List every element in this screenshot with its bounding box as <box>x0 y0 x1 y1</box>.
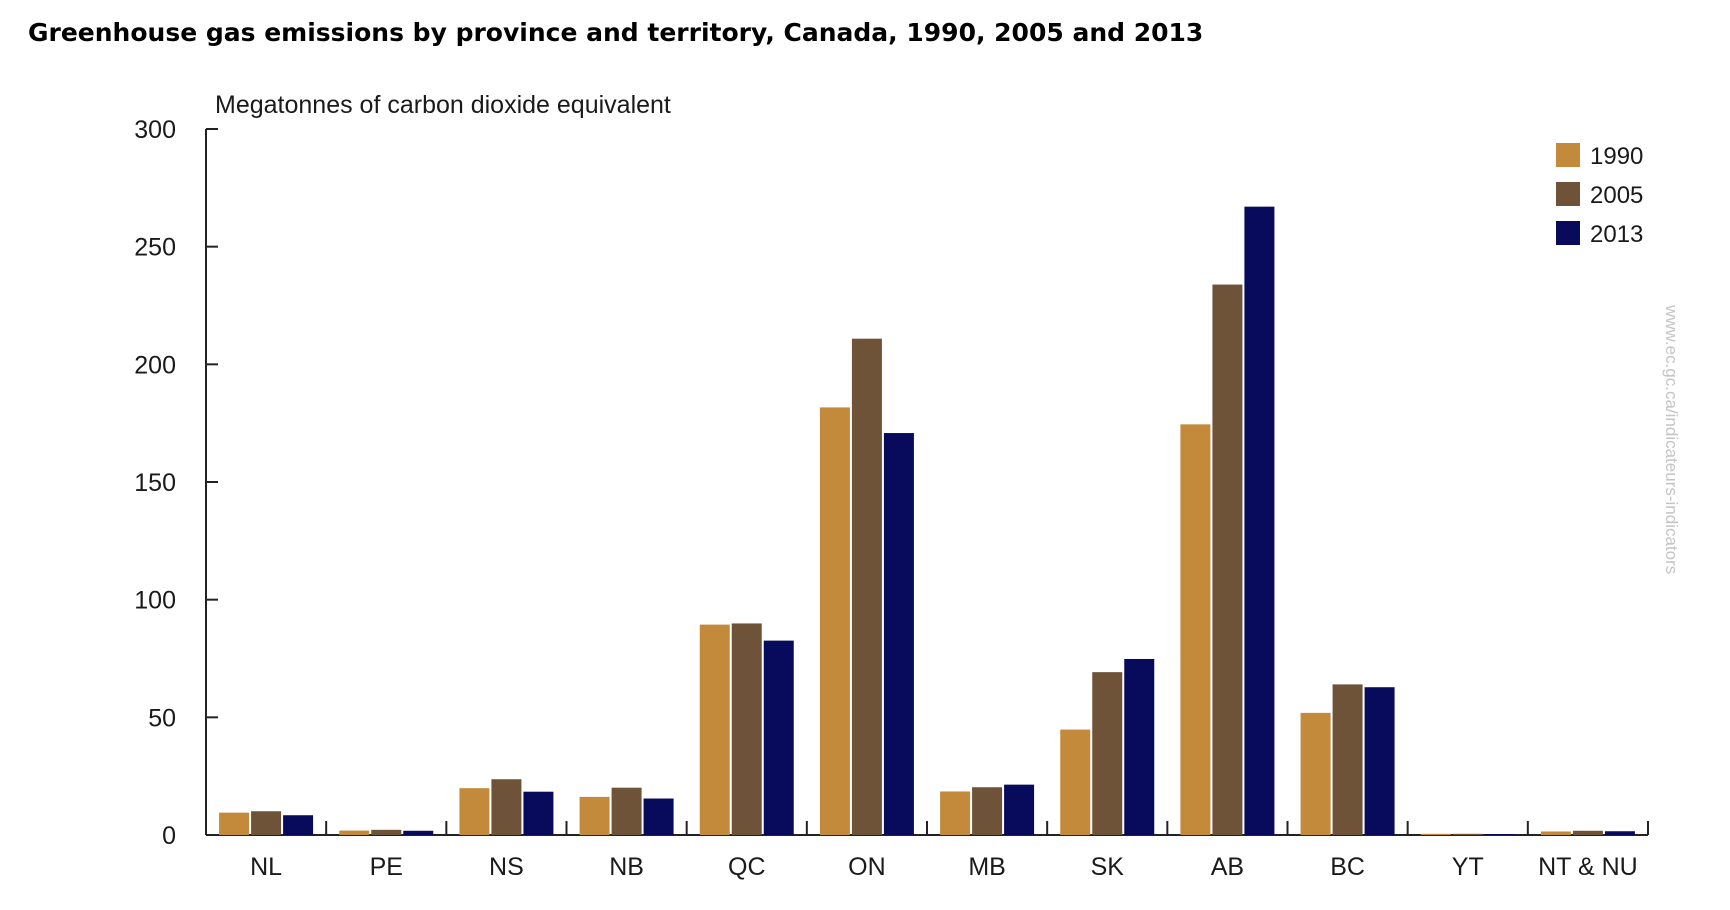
bar-1990-AB <box>1180 424 1211 835</box>
bar-2013-NL <box>283 815 314 835</box>
x-tick-label: NB <box>609 853 644 881</box>
legend-label-2013: 2013 <box>1590 221 1643 248</box>
bar-2005-BC <box>1332 684 1363 835</box>
bar-2005-NB <box>611 787 642 835</box>
legend-swatch-1990 <box>1556 143 1580 167</box>
bar-1990-BC <box>1300 712 1331 835</box>
x-tick-label: ON <box>848 853 886 881</box>
bar-1990-ON <box>819 407 850 835</box>
bar-2005-NL <box>251 811 282 835</box>
bar-2013-AB <box>1244 206 1275 835</box>
source-watermark: www.ec.gc.ca/indicateurs-indicators <box>1662 304 1681 574</box>
y-axis-unit-label: Megatonnes of carbon dioxide equivalent <box>215 91 671 119</box>
bar-2013-NT-NU <box>1604 831 1635 835</box>
x-tick-label: AB <box>1211 853 1244 881</box>
x-tick-label: NS <box>489 853 524 881</box>
bar-2013-QC <box>763 640 794 835</box>
bar-1990-NL <box>219 812 250 835</box>
legend-label-2005: 2005 <box>1590 182 1643 209</box>
bar-1990-QC <box>699 624 730 835</box>
bar-2005-AB <box>1212 284 1243 836</box>
bar-2005-PE <box>371 829 402 835</box>
bar-1990-SK <box>1060 729 1091 835</box>
y-axis: 0 50 100 150 200 250 300 <box>134 116 218 850</box>
x-axis: NL PE NS NB QC ON MB SK AB BC YT NT & NU <box>206 821 1649 881</box>
y-tick-label: 250 <box>134 234 176 262</box>
bar-2005-NS <box>491 779 522 835</box>
bar-2005-ON <box>851 338 882 835</box>
bar-1990-MB <box>940 791 971 835</box>
bar-2005-YT <box>1452 833 1483 835</box>
bar-2005-NT-NU <box>1572 830 1603 835</box>
bar-2013-MB <box>1004 784 1035 835</box>
x-tick-label: YT <box>1452 853 1484 881</box>
bars <box>219 206 1635 836</box>
x-tick-label: BC <box>1330 853 1365 881</box>
y-tick-label: 0 <box>162 822 176 850</box>
legend-swatch-2013 <box>1556 221 1580 245</box>
bar-2013-NS <box>523 791 554 835</box>
y-tick-label: 200 <box>134 351 176 379</box>
bar-1990-NB <box>579 796 610 835</box>
x-tick-label: NL <box>250 853 282 881</box>
bar-1990-NS <box>459 788 490 835</box>
bar-2013-NB <box>643 798 674 835</box>
x-tick-label: PE <box>370 853 403 881</box>
bar-2013-PE <box>403 830 434 835</box>
bar-2013-SK <box>1124 658 1155 835</box>
bar-1990-NT-NU <box>1540 831 1571 835</box>
x-tick-label: QC <box>728 853 766 881</box>
bar-2005-SK <box>1092 672 1123 835</box>
bar-2013-ON <box>883 433 914 835</box>
x-tick-label: SK <box>1091 853 1125 881</box>
bar-1990-PE <box>339 830 370 835</box>
bar-1990-YT <box>1420 833 1451 835</box>
bar-2005-QC <box>731 623 762 835</box>
legend-swatch-2005 <box>1556 182 1580 206</box>
legend-label-1990: 1990 <box>1590 143 1643 170</box>
bar-2013-YT <box>1484 834 1515 835</box>
x-tick-label: MB <box>968 853 1006 881</box>
bar-2005-MB <box>972 787 1003 835</box>
y-tick-label: 100 <box>134 587 176 615</box>
y-tick-label: 150 <box>134 469 176 497</box>
legend: 1990 2005 2013 <box>1556 143 1643 248</box>
page-title: Greenhouse gas emissions by province and… <box>28 18 1204 47</box>
x-tick-label: NT & NU <box>1538 853 1638 881</box>
bar-2013-BC <box>1364 687 1395 835</box>
y-tick-label: 50 <box>148 704 176 732</box>
y-tick-label: 300 <box>134 116 176 144</box>
